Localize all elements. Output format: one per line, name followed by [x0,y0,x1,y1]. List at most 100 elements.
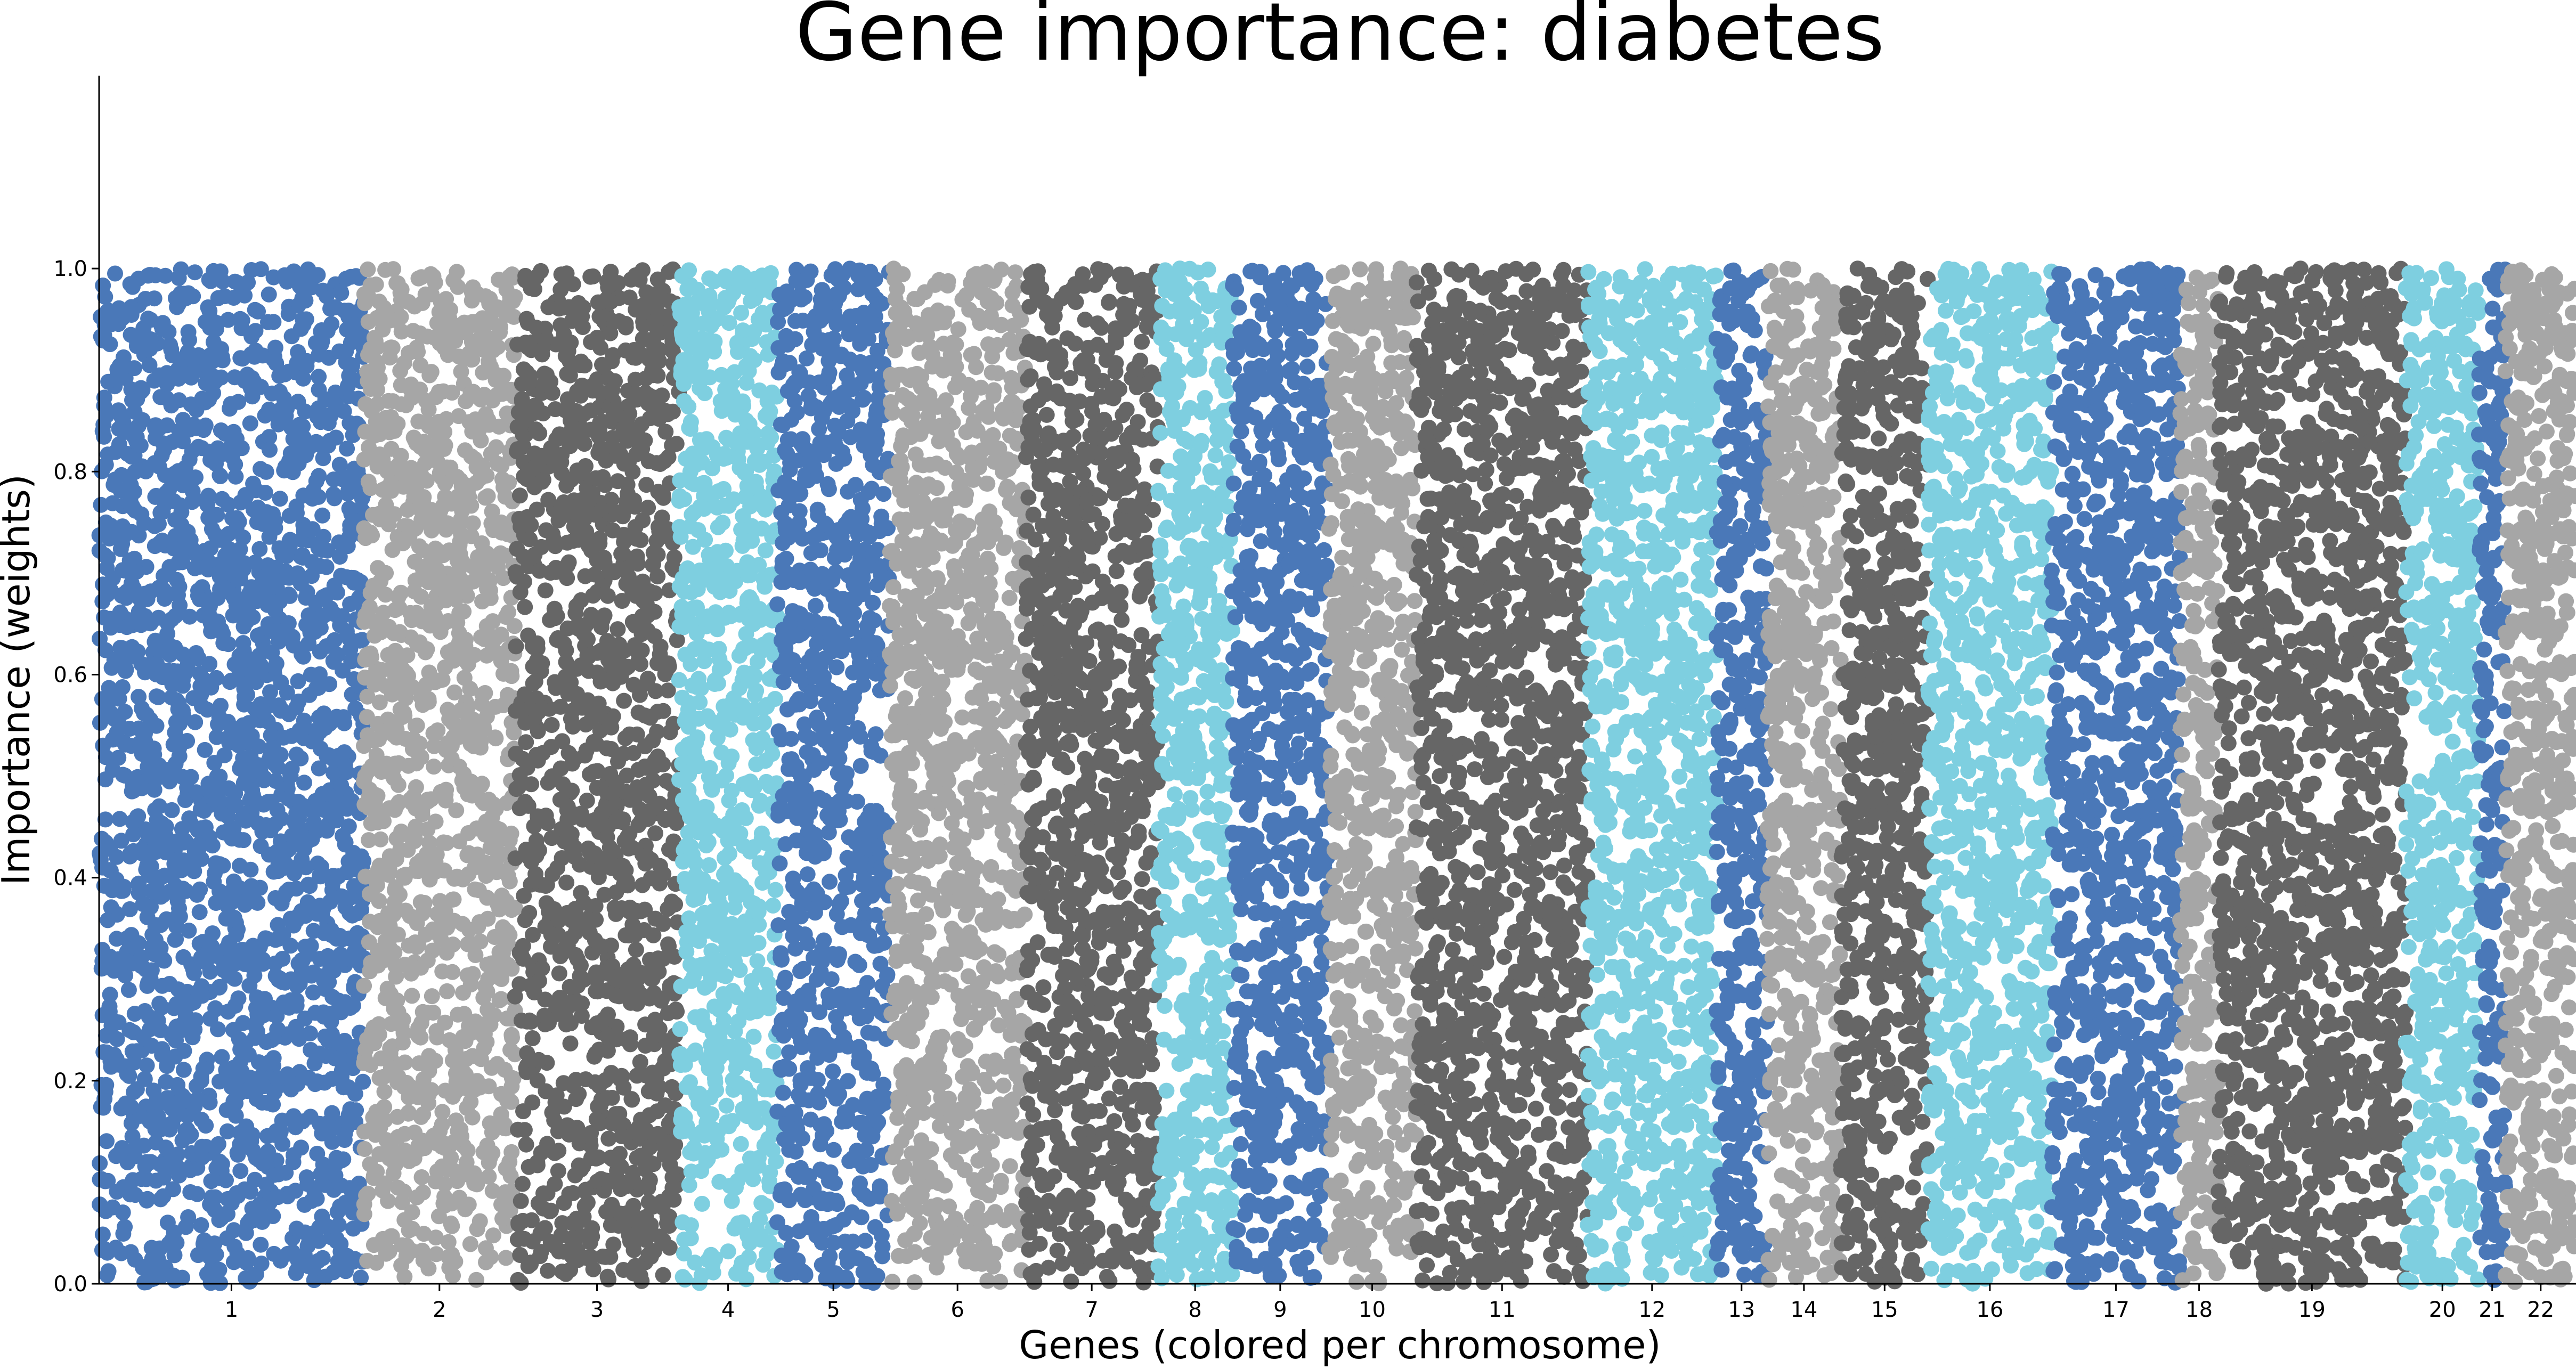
gene-point [435,901,451,918]
gene-point [326,471,342,488]
gene-point [119,619,135,635]
gene-point [212,467,228,484]
gene-point [543,717,560,733]
gene-point [634,304,651,321]
gene-point [462,935,479,952]
gene-point [312,620,329,636]
gene-point [185,690,202,706]
gene-point [537,918,554,935]
gene-point [565,407,582,423]
gene-point [356,977,372,994]
gene-point [291,907,307,923]
gene-point [540,1262,556,1279]
gene-point [415,1184,431,1201]
gene-point [99,560,115,576]
gene-point [554,733,571,749]
gene-point [637,432,653,449]
gene-point [528,320,545,336]
gene-point [562,1035,579,1052]
gene-point [260,1143,276,1160]
gene-point [610,753,626,770]
gene-point [237,1181,253,1197]
gene-point [218,940,235,956]
gene-point [161,773,178,789]
gene-point [223,1195,240,1211]
gene-point [210,1021,226,1038]
gene-point [191,904,208,920]
gene-point [541,903,557,920]
gene-point [241,651,258,668]
gene-point [384,723,401,739]
gene-point [140,747,157,764]
gene-point [733,1136,749,1152]
gene-point [281,453,297,469]
gene-point [419,846,435,862]
gene-point [121,721,138,737]
gene-point [482,839,499,855]
gene-point [549,993,566,1009]
gene-point [93,496,109,513]
gene-point [601,294,617,310]
gene-point [641,1219,657,1235]
gene-point [275,926,291,943]
gene-point [305,483,322,499]
gene-point [193,1217,209,1233]
gene-point [292,821,309,837]
gene-point [552,698,568,715]
gene-point [619,409,636,426]
gene-point [741,1249,757,1266]
gene-point [295,952,311,968]
gene-point [513,1193,529,1209]
gene-point [123,1098,139,1115]
gene-point [571,499,588,515]
gene-point [424,988,440,1005]
gene-point [625,1242,642,1258]
gene-point [290,673,306,689]
gene-point [402,908,418,924]
gene-point [503,1144,520,1160]
gene-point [339,864,355,881]
gene-point [432,503,449,519]
gene-point [456,670,473,686]
gene-point [201,392,217,408]
gene-point [236,696,253,713]
gene-point [619,784,635,800]
gene-point [342,905,357,922]
gene-point [442,459,459,476]
gene-point [232,541,248,558]
gene-point [558,265,575,282]
gene-point [641,990,657,1007]
gene-point [194,440,210,457]
gene-point [429,315,445,331]
gene-point [570,295,587,311]
gene-point [477,685,493,701]
gene-point [127,771,143,788]
gene-point [311,1219,328,1235]
gene-point [336,744,353,761]
gene-point [305,804,321,820]
gene-point [238,769,255,785]
gene-point [332,1198,348,1215]
gene-point [613,1159,629,1175]
gene-point [450,279,466,295]
gene-point [356,295,373,312]
gene-point [172,908,188,925]
gene-point [269,1070,285,1087]
gene-point [355,1073,371,1090]
gene-point [362,1057,379,1073]
gene-point [481,357,498,373]
gene-point [237,487,254,503]
gene-point [429,1135,445,1152]
gene-point [383,1060,399,1076]
gene-point [114,679,131,695]
gene-point [121,495,137,511]
gene-point [510,1272,526,1288]
gene-point [275,851,291,867]
gene-point [632,1147,649,1164]
gene-point [578,523,595,540]
gene-point [194,1149,210,1166]
gene-point [531,563,548,579]
gene-point [226,1238,243,1255]
gene-point [267,339,283,356]
gene-point [360,474,377,490]
